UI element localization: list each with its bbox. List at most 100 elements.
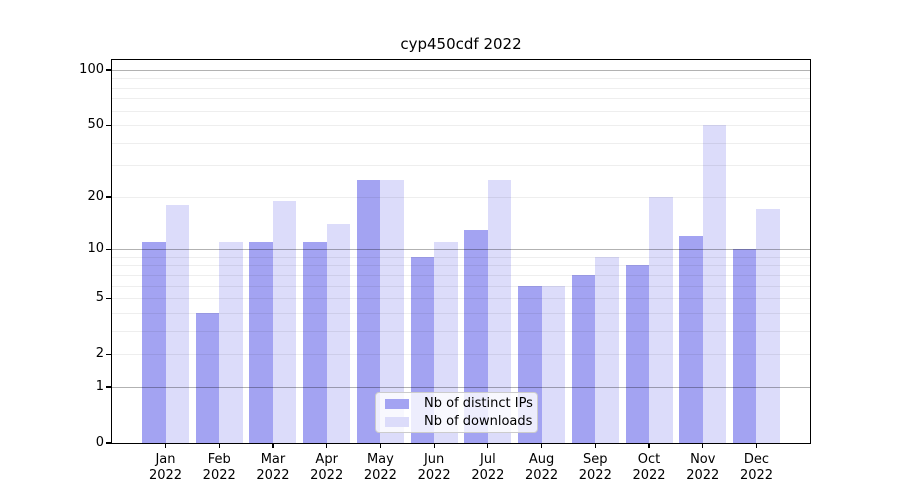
y-tick-label: 100	[79, 62, 104, 77]
bar-downloads	[756, 209, 780, 443]
x-tick-label: Jan 2022	[134, 452, 198, 484]
x-tick-label: Oct 2022	[617, 452, 681, 484]
gridline-minor	[112, 110, 810, 112]
y-tick-mark	[106, 442, 112, 444]
bar-distinct-ips	[195, 312, 220, 443]
x-tick-mark	[702, 443, 704, 448]
plot-area	[112, 60, 810, 443]
gridline-minor	[112, 78, 810, 80]
gridline-major	[112, 249, 810, 251]
legend-label-distinct-ips: Nb of distinct IPs	[424, 396, 533, 411]
x-tick-year: 2022	[525, 468, 559, 483]
legend-item-downloads: Nb of downloads	[385, 414, 537, 429]
x-tick-label: Aug 2022	[510, 452, 574, 484]
x-tick-month: Aug	[528, 452, 555, 467]
bar-distinct-ips	[356, 179, 381, 443]
bar-distinct-ips	[625, 265, 650, 443]
x-tick-month: Mar	[260, 452, 286, 467]
bar-downloads	[487, 179, 512, 443]
y-tick-mark	[106, 69, 112, 71]
x-tick-year: 2022	[148, 468, 183, 483]
bar-downloads	[272, 200, 297, 443]
bar-downloads	[649, 196, 673, 443]
x-tick-year: 2022	[363, 468, 397, 483]
gridline-minor	[112, 312, 810, 314]
x-tick-mark	[648, 443, 650, 448]
bar-distinct-ips	[142, 242, 166, 443]
gridline-major	[112, 386, 810, 388]
x-tick-year: 2022	[417, 468, 451, 483]
x-tick-mark	[164, 443, 167, 448]
bar-downloads	[326, 224, 351, 443]
gridline-minor	[112, 142, 810, 144]
y-tick-label: 2	[95, 346, 104, 362]
x-tick-label: Feb 2022	[187, 452, 251, 484]
bar-distinct-ips	[732, 249, 757, 443]
bar-distinct-ips	[679, 235, 703, 443]
x-tick-month: Sep	[583, 452, 608, 467]
x-tick-month: Apr	[315, 452, 338, 467]
bar-distinct-ips	[303, 242, 327, 443]
x-tick-month: May	[366, 452, 394, 467]
legend-item-distinct-ips: Nb of distinct IPs	[385, 396, 537, 411]
x-tick-month: Jul	[480, 452, 496, 467]
gridline-minor	[112, 354, 810, 356]
x-tick-mark	[540, 443, 543, 448]
x-tick-mark	[272, 443, 274, 448]
x-tick-label: Nov 2022	[671, 452, 735, 484]
y-tick-label: 1	[95, 378, 104, 394]
x-tick-mark	[326, 443, 328, 448]
y-tick-label: 50	[87, 117, 104, 133]
bar-downloads	[219, 242, 243, 443]
legend: Nb of distinct IPs Nb of downloads	[375, 392, 538, 433]
x-tick-year: 2022	[686, 468, 720, 483]
legend-swatch-distinct-ips	[385, 398, 409, 409]
bar-distinct-ips	[571, 274, 596, 443]
bar-downloads	[595, 256, 619, 443]
x-tick-month: Jan	[155, 452, 176, 467]
y-tick-label: 0	[95, 435, 104, 450]
x-tick-month: Dec	[743, 452, 770, 467]
bar-distinct-ips	[464, 229, 488, 443]
x-tick-month: Nov	[690, 452, 716, 467]
x-tick-month: Jun	[423, 452, 445, 467]
legend-label-downloads: Nb of downloads	[424, 414, 533, 429]
x-tick-month: Oct	[637, 452, 661, 467]
x-tick-label: Apr 2022	[295, 452, 359, 484]
gridline-minor	[112, 298, 810, 300]
gridline-minor	[112, 330, 810, 332]
x-tick-mark	[433, 443, 435, 448]
x-tick-year: 2022	[632, 468, 666, 483]
x-tick-year: 2022	[310, 468, 344, 483]
bar-downloads	[541, 285, 566, 443]
x-tick-year: 2022	[739, 468, 774, 483]
gridline-minor	[112, 265, 810, 267]
legend-swatch-downloads	[385, 416, 409, 427]
y-tick-label: 5	[95, 290, 104, 306]
y-tick-mark	[106, 353, 112, 355]
x-tick-year: 2022	[471, 468, 505, 483]
gridline-minor	[112, 98, 810, 100]
x-tick-mark	[379, 443, 381, 448]
gridline-minor	[112, 285, 810, 287]
y-tick-mark	[106, 386, 112, 388]
y-tick-mark	[106, 248, 112, 250]
bar-distinct-ips	[249, 242, 273, 443]
gridline-minor	[112, 256, 810, 258]
x-tick-mark	[594, 443, 596, 448]
y-tick-mark	[106, 297, 112, 299]
x-tick-label: Dec 2022	[724, 452, 788, 484]
gridline-minor	[112, 274, 810, 276]
x-tick-label: Jul 2022	[456, 452, 520, 484]
x-tick-label: May 2022	[348, 452, 412, 484]
x-tick-month: Feb	[207, 452, 231, 467]
x-tick-mark	[218, 443, 220, 448]
gridline-minor	[112, 125, 810, 127]
x-tick-label: Sep 2022	[563, 452, 627, 484]
gridline-minor	[112, 165, 810, 167]
y-tick-mark	[106, 124, 112, 126]
x-tick-year: 2022	[202, 468, 236, 483]
bar-downloads	[702, 125, 727, 443]
y-tick-label: 20	[87, 188, 104, 204]
